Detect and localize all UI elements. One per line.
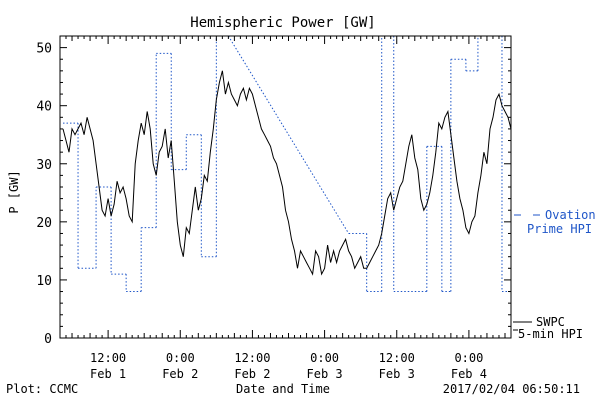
y-tick-label: 0: [44, 332, 52, 347]
x-tick-date-label: Feb 2: [234, 367, 270, 381]
x-tick-date-label: Feb 2: [162, 367, 198, 381]
ovation-hpi-riser: [227, 36, 350, 234]
x-tick-time-label: 12:00: [90, 351, 126, 365]
swpc-hpi-line: [62, 70, 511, 276]
x-tick-date-label: Feb 3: [307, 367, 343, 381]
x-tick-time-label: 0:00: [310, 351, 339, 365]
plot-frame: [59, 35, 512, 339]
x-tick-date-label: Feb 4: [451, 367, 487, 381]
ovation-legend-label: Prime HPI: [527, 222, 592, 236]
timestamp: 2017/02/04 06:50:11: [443, 382, 580, 396]
x-tick-time-label: 0:00: [454, 351, 483, 365]
swpc-legend-label: 5-min HPI: [518, 327, 583, 341]
y-tick-label: 40: [36, 100, 52, 115]
ovation-hpi-riser: [529, 36, 600, 71]
y-tick-label: 30: [36, 158, 52, 173]
y-tick-label: 10: [36, 274, 52, 289]
x-tick-date-label: Feb 3: [379, 367, 415, 381]
x-tick-time-label: 12:00: [234, 351, 270, 365]
x-axis-label: Date and Time: [236, 382, 330, 396]
y-axis-label: P [GW]: [7, 170, 21, 213]
plot-area: [62, 36, 600, 293]
axes: 0 10 20 30 40 50 12:00 Feb 1 0:00 Feb 2 12:00 Feb 2…: [36, 36, 511, 381]
ovation-legend-label: Ovation: [545, 208, 596, 222]
plot-credit: Plot: CCMC: [6, 382, 78, 396]
chart-title: Hemispheric Power [GW]: [190, 15, 375, 31]
y-tick-label: 20: [36, 216, 52, 231]
x-tick-time-label: 0:00: [166, 351, 195, 365]
x-tick-date-label: Feb 1: [90, 367, 126, 381]
series-group: [62, 36, 600, 293]
y-tick-label: 50: [36, 42, 52, 57]
swpc-legend-label: SWPC: [536, 315, 565, 329]
x-tick-time-label: 12:00: [379, 351, 415, 365]
